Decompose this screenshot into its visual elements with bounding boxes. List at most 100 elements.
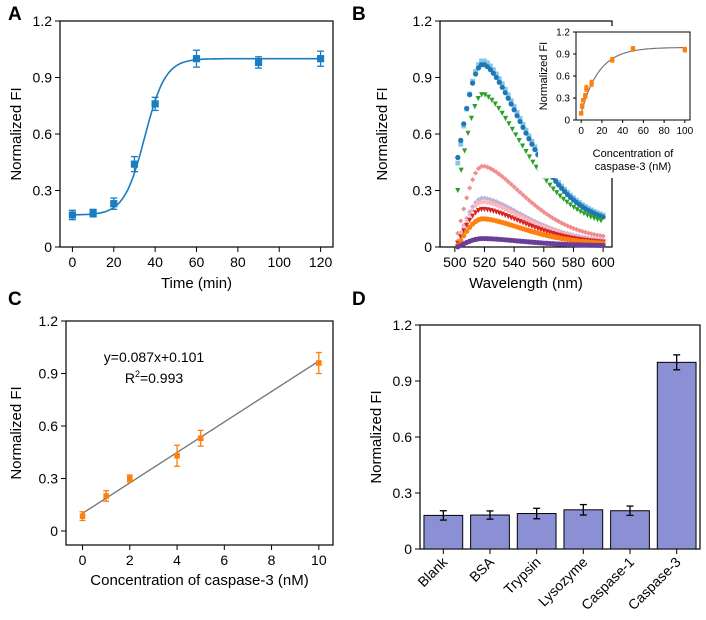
panel-c-xtick-label: 2 xyxy=(126,552,134,568)
panel-c-xtick-label: 4 xyxy=(173,552,181,568)
panel-b-data-point xyxy=(475,200,482,206)
panel-b-data-point xyxy=(478,163,485,169)
panel-b-data-point xyxy=(496,171,502,177)
panel-b-data-point xyxy=(511,104,517,109)
panel-d-ytick-label: 0 xyxy=(404,541,412,557)
panel-b-inset-x-label-line2: caspase-3 (nM) xyxy=(595,161,671,173)
panel-b-data-point xyxy=(508,98,514,104)
panel-b-data-point xyxy=(541,209,547,215)
panel-b-inset-data-point xyxy=(630,46,636,52)
panel-c-xtick-label: 0 xyxy=(79,552,87,568)
panel-b-data-point xyxy=(472,103,478,110)
panel-b-data-point xyxy=(517,118,523,125)
panel-b-data-point xyxy=(514,113,520,119)
panel-b-ytick-label: 1.2 xyxy=(413,13,433,29)
panel-b-data-point xyxy=(484,164,491,170)
panel-b-data-point xyxy=(470,80,476,86)
panel-b-data-point xyxy=(493,202,499,208)
panel-b-data-point xyxy=(514,110,520,115)
panel-b-inset-data-point xyxy=(578,111,584,116)
panel-b-data-point xyxy=(492,101,498,107)
panel-a-ytick-label: 0.9 xyxy=(33,69,53,85)
panel-b-data-point xyxy=(467,92,473,98)
panel-b-data-point xyxy=(487,165,494,172)
panel-b-inset-data-point xyxy=(583,93,588,98)
panel-b-data-point xyxy=(473,68,478,74)
panel-c-data-point xyxy=(174,452,180,459)
panel-a-data-point xyxy=(130,160,139,168)
panel-d-bar xyxy=(656,361,697,550)
panel-a-data-point xyxy=(89,209,97,217)
panel-b-data-point xyxy=(502,90,508,96)
panel-a-y-axis-label: Normalized FI xyxy=(8,87,25,180)
panel-b-data-point xyxy=(461,233,467,239)
panel-d-bar xyxy=(423,514,464,550)
panel-b-data-point xyxy=(470,207,476,213)
chart-panel-a: 0 20 40 60 80 100 120 0 0.3 0.6 0.9 1.2 Time (min) No… xyxy=(8,13,334,292)
panel-b-data-point xyxy=(514,187,520,193)
panel-b-xtick-label: 560 xyxy=(532,254,556,270)
panel-b-data-point xyxy=(519,143,526,149)
panel-b-data-point xyxy=(556,182,562,188)
panel-b-data-point xyxy=(499,84,505,90)
panel-b-data-point xyxy=(581,211,587,217)
panel-c-xtick-label: 8 xyxy=(268,552,276,568)
panel-b-data-point xyxy=(464,195,470,201)
panel-b-data-point xyxy=(526,197,532,203)
panel-b-data-point xyxy=(496,79,502,85)
panel-b-data-point xyxy=(505,95,511,101)
panel-b-data-point xyxy=(488,63,493,69)
panel-b-data-point xyxy=(550,186,556,192)
panel-b-data-point xyxy=(472,210,479,216)
panel-b-data-point xyxy=(496,105,502,112)
panel-b-inset-ytick-label: 0 xyxy=(564,116,570,127)
panel-b-inset-xtick-label: 0 xyxy=(578,126,584,137)
panel-b-inset-ytick-label: 1.2 xyxy=(556,28,570,39)
panel-b-data-point xyxy=(493,169,499,175)
panel-b-data-point xyxy=(485,94,492,100)
panel-b-data-point xyxy=(523,127,529,133)
panel-b-data-point xyxy=(561,221,568,228)
panel-b-data-point xyxy=(472,199,479,206)
panel-b-data-point xyxy=(508,181,514,187)
panel-c-ytick-label: 0.9 xyxy=(39,365,59,381)
panel-b-data-point xyxy=(467,217,473,223)
r2-value: =0.993 xyxy=(140,370,183,386)
panel-b-data-point xyxy=(532,202,538,208)
panel-b-inset-ytick-label: 0.9 xyxy=(556,50,570,61)
panel-d-ytick-label: 1.2 xyxy=(393,317,413,333)
panel-b-inset-x-label-line1: Concentration of xyxy=(593,148,675,160)
fit-equation: y=0.087x+0.101 xyxy=(104,349,205,365)
panel-b-data-point xyxy=(564,223,571,229)
panel-a-data-point xyxy=(68,211,77,219)
panel-b-data-point xyxy=(467,212,473,218)
panel-label-c: C xyxy=(8,289,22,310)
panel-b-data-point xyxy=(496,76,502,82)
panel-c-frame xyxy=(65,320,334,546)
panel-b-data-point xyxy=(484,196,491,202)
panel-b-data-point xyxy=(484,199,491,205)
panel-d-y-axis-label: Normalized FI xyxy=(368,390,385,483)
panel-b-data-point xyxy=(487,196,494,203)
panel-b-data-point xyxy=(490,197,496,204)
panel-a-data-point xyxy=(110,200,118,208)
chart-panel-b-inset: 0 20 40 60 80 100 0 0.3 0.6 0.9 1.2 Concentration o… xyxy=(538,26,700,178)
panel-b-data-point xyxy=(509,126,515,132)
panel-b-data-point xyxy=(511,107,517,113)
panel-a-ytick-label: 1.2 xyxy=(33,13,53,29)
panel-b-data-point xyxy=(517,116,523,121)
panel-b-data-point xyxy=(490,201,496,207)
panel-b-data-point xyxy=(481,195,488,201)
panel-d-category-label: Blank xyxy=(414,553,451,590)
panel-d-bar xyxy=(470,514,510,550)
panel-b-inset-data-point xyxy=(584,86,589,91)
panel-a-x-axis-label: Time (min) xyxy=(161,275,232,292)
panel-a-xtick-label: 20 xyxy=(106,254,122,270)
panel-c-xtick-label: 6 xyxy=(220,552,228,568)
panel-b-data-point xyxy=(523,195,529,201)
panel-b-inset-y-label: Normalized FI xyxy=(538,42,550,110)
panel-b-data-point xyxy=(465,130,471,136)
panel-b-inset-xtick-label: 20 xyxy=(596,126,608,137)
panel-b-data-point xyxy=(458,141,464,147)
panel-b-data-point xyxy=(487,67,494,73)
